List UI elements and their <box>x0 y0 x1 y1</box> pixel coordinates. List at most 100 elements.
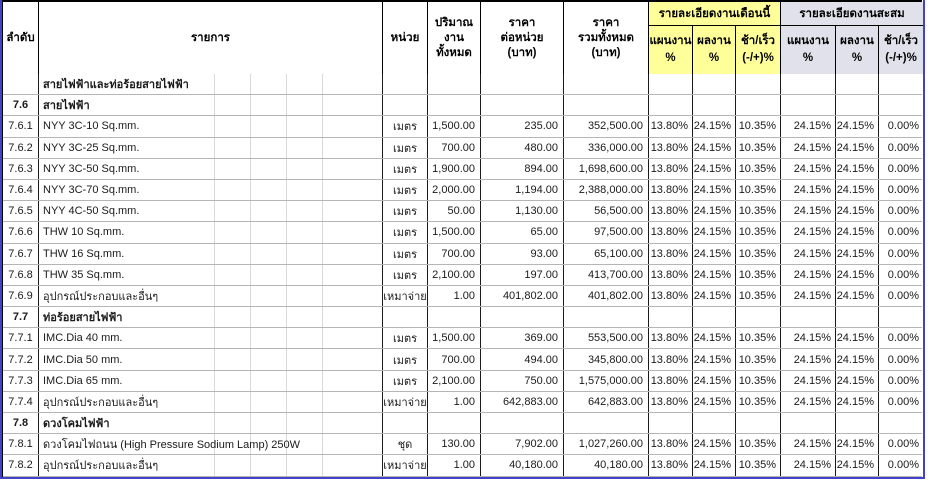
header-item[interactable]: รายการ <box>39 2 383 74</box>
cell-cum-variance[interactable]: 0.00% <box>887 162 919 175</box>
cell-month-variance[interactable]: 10.35% <box>736 222 781 243</box>
header-cum-plan[interactable]: แผนงาน % <box>781 26 836 74</box>
cell-item[interactable]: สายไฟฟ้า <box>39 95 383 116</box>
header-cum-variance[interactable]: ช้า/เร็ว (-/+)% <box>879 26 923 74</box>
header-cumulative-group[interactable]: รายละเอียดงานสะสม <box>781 2 923 26</box>
cell-cum-plan[interactable]: 24.15% <box>781 264 836 285</box>
cell-unit[interactable]: เมตร <box>383 158 428 179</box>
cell-month-variance[interactable]: 10.35% <box>736 391 781 412</box>
cell-cum-variance[interactable] <box>879 307 923 327</box>
cell-unit-price[interactable]: 197.00 <box>481 264 564 285</box>
cell-month-variance[interactable]: 10.35% <box>736 455 781 476</box>
cell-cum-actual[interactable]: 24.15% <box>836 264 879 285</box>
cell-no[interactable]: 7.6.9 <box>3 285 39 307</box>
cell-no[interactable]: 7.7.4 <box>3 391 39 412</box>
cell-month-actual[interactable]: 24.15% <box>693 137 736 158</box>
cell-month-actual[interactable]: 24.15% <box>693 264 736 285</box>
cell-unit-price[interactable]: 93.00 <box>481 243 564 264</box>
cell-item[interactable]: ท่อร้อยสายไฟฟ้า <box>39 307 383 328</box>
cell-total-price[interactable]: 97,500.00 <box>564 222 649 243</box>
cell-cum-actual[interactable]: 24.15% <box>836 349 879 370</box>
cell-cum-actual[interactable] <box>836 95 879 116</box>
cell-quantity[interactable] <box>428 95 481 116</box>
cell-unit[interactable]: เมตร <box>383 179 428 201</box>
cell-unit-price[interactable]: 235.00 <box>481 116 564 137</box>
cell-total-price[interactable]: 1,575,000.00 <box>564 370 649 391</box>
cell-month-actual[interactable]: 24.15% <box>693 158 736 179</box>
cell-total-price[interactable] <box>564 413 649 434</box>
cell-total-price[interactable]: 401,802.00 <box>564 285 649 307</box>
cell-cum-variance[interactable] <box>879 413 923 433</box>
cell-quantity[interactable]: 2,100.00 <box>428 264 481 285</box>
cell-cum-plan[interactable]: 24.15% <box>781 116 836 137</box>
cell-month-variance[interactable]: 10.35% <box>736 328 781 349</box>
cell-cum-actual[interactable]: 24.15% <box>836 243 879 264</box>
cell-cum-plan[interactable]: 24.15% <box>781 243 836 264</box>
cell-cum-variance[interactable]: 0.00% <box>887 438 919 451</box>
cell-cum-actual[interactable]: 24.15% <box>836 137 879 158</box>
cell-month-actual[interactable] <box>693 74 736 95</box>
cell-cum-variance[interactable]: 0.00% <box>887 289 919 302</box>
cell-quantity[interactable]: 1,900.00 <box>428 158 481 179</box>
cell-unit[interactable]: เมตร <box>383 137 428 158</box>
cell-item[interactable]: อุปกรณ์ประกอบและอื่นๆ <box>39 391 383 412</box>
cell-month-plan[interactable] <box>649 307 693 328</box>
cell-total-price[interactable]: 1,698,600.00 <box>564 158 649 179</box>
cell-month-plan[interactable] <box>649 413 693 434</box>
cell-cum-plan[interactable]: 24.15% <box>781 158 836 179</box>
cell-quantity[interactable] <box>428 74 481 95</box>
cell-total-price[interactable]: 336,000.00 <box>564 137 649 158</box>
cell-month-actual[interactable]: 24.15% <box>693 455 736 476</box>
cell-month-variance[interactable] <box>736 413 781 434</box>
cell-month-variance[interactable]: 10.35% <box>736 285 781 307</box>
cell-unit[interactable]: เมตร <box>383 349 428 370</box>
cell-month-actual[interactable]: 24.15% <box>693 349 736 370</box>
cell-month-plan[interactable] <box>649 74 693 95</box>
cell-unit[interactable]: เหมาจ่าย <box>383 455 428 476</box>
cell-no[interactable]: 7.8.1 <box>3 434 39 455</box>
cell-unit[interactable]: เหมาจ่าย <box>383 391 428 412</box>
cell-month-plan[interactable]: 13.80% <box>649 222 693 243</box>
cell-item[interactable]: NYY 4C-50 Sq.mm. <box>39 201 383 222</box>
cell-total-price[interactable]: 40,180.00 <box>564 455 649 476</box>
cell-unit[interactable]: เหมาจ่าย <box>383 285 428 307</box>
cell-cum-variance[interactable]: 0.00% <box>887 459 919 472</box>
cell-item[interactable]: IMC.Dia 50 mm. <box>39 349 383 370</box>
cell-item[interactable]: NYY 3C-10 Sq.mm. <box>39 116 383 137</box>
cell-cum-variance[interactable]: 0.00% <box>887 247 919 260</box>
cell-item[interactable]: NYY 3C-25 Sq.mm. <box>39 137 383 158</box>
header-month-group[interactable]: รายละเอียดงานเดือนนี้ <box>649 2 781 26</box>
cell-quantity[interactable]: 50.00 <box>428 201 481 222</box>
cell-unit[interactable] <box>383 95 428 116</box>
cell-month-plan[interactable]: 13.80% <box>649 391 693 412</box>
cell-cum-actual[interactable]: 24.15% <box>836 285 879 307</box>
cell-no[interactable]: 7.8.2 <box>3 455 39 476</box>
cell-unit[interactable]: เมตร <box>383 201 428 222</box>
cell-unit-price[interactable]: 750.00 <box>481 370 564 391</box>
cell-unit[interactable]: เมตร <box>383 243 428 264</box>
cell-cum-variance[interactable] <box>879 74 923 94</box>
cell-cum-actual[interactable]: 24.15% <box>836 455 879 476</box>
cell-month-variance[interactable]: 10.35% <box>736 137 781 158</box>
header-quantity[interactable]: ปริมาณ งาน ทั้งหมด <box>428 2 481 74</box>
header-month-actual[interactable]: ผลงาน % <box>693 26 736 74</box>
cell-cum-plan[interactable]: 24.15% <box>781 201 836 222</box>
header-month-variance[interactable]: ช้า/เร็ว (-/+)% <box>736 26 781 74</box>
cell-no[interactable] <box>3 74 39 95</box>
cell-month-variance[interactable] <box>736 95 781 116</box>
cell-cum-plan[interactable]: 24.15% <box>781 285 836 307</box>
cell-item[interactable]: THW 35 Sq.mm. <box>39 264 383 285</box>
cell-cum-plan[interactable]: 24.15% <box>781 391 836 412</box>
cell-month-plan[interactable]: 13.80% <box>649 349 693 370</box>
cell-month-plan[interactable]: 13.80% <box>649 158 693 179</box>
cell-month-plan[interactable]: 13.80% <box>649 179 693 201</box>
cell-month-actual[interactable]: 24.15% <box>693 434 736 455</box>
cell-cum-actual[interactable]: 24.15% <box>836 158 879 179</box>
cell-quantity[interactable] <box>428 413 481 434</box>
cell-cum-variance[interactable]: 0.00% <box>887 205 919 218</box>
cell-month-actual[interactable]: 24.15% <box>693 116 736 137</box>
cell-month-variance[interactable]: 10.35% <box>736 349 781 370</box>
cell-item[interactable]: ดวงโคมไฟถนน (High Pressure Sodium Lamp) … <box>39 434 383 455</box>
cell-unit[interactable] <box>383 74 428 95</box>
cell-month-variance[interactable]: 10.35% <box>736 179 781 201</box>
